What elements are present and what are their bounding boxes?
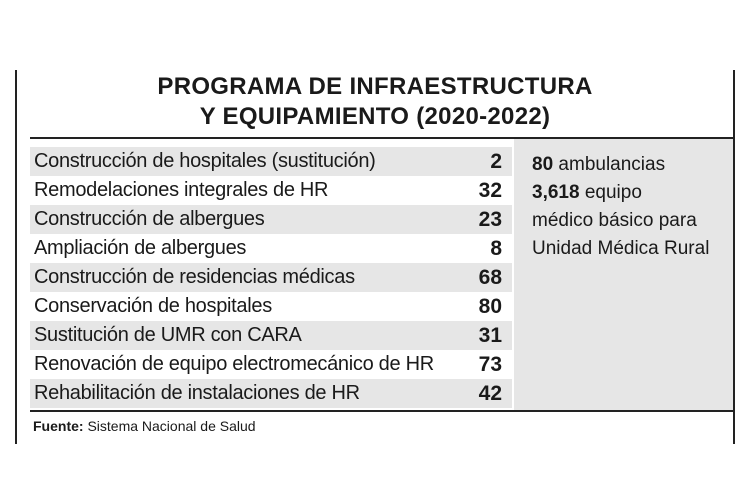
row-value: 32: [478, 179, 502, 202]
row-label: Construcción de residencias médicas: [34, 266, 355, 288]
row-value: 68: [478, 266, 502, 289]
row-label: Renovación de equipo electromecánico de …: [34, 353, 434, 375]
table-title: PROGRAMA DE INFRAESTRUCTURA Y EQUIPAMIEN…: [0, 72, 750, 132]
right-border-rule: [733, 70, 735, 444]
title-line-2: Y EQUIPAMIENTO (2020-2022): [199, 103, 551, 130]
ambulances-line: 80 ambulancias: [532, 151, 732, 179]
row-value: 80: [478, 295, 502, 318]
equipment-line-3: Unidad Médica Rural: [532, 238, 710, 259]
table-row: Remodelaciones integrales de HR 32: [30, 176, 512, 205]
ambulances-count: 80: [532, 154, 554, 175]
equipment-count: 3,618: [532, 182, 580, 203]
side-panel-text: 80 ambulancias 3,618 equipo médico básic…: [532, 151, 732, 263]
equipment-line: 3,618 equipo: [532, 179, 732, 207]
table-row: Sustitución de UMR con CARA 31: [30, 321, 512, 350]
source-note: Fuente: Sistema Nacional de Salud: [33, 418, 256, 434]
source-label: Fuente:: [33, 418, 84, 434]
table-row: Construcción de residencias médicas 68: [30, 263, 512, 292]
row-label: Sustitución de UMR con CARA: [34, 324, 302, 346]
row-value: 31: [478, 324, 502, 347]
table-row: Construcción de albergues 23: [30, 205, 512, 234]
equipment-side-panel: 80 ambulancias 3,618 equipo médico básic…: [514, 139, 733, 410]
ambulances-label: ambulancias: [553, 154, 666, 175]
table-row: Renovación de equipo electromecánico de …: [30, 350, 512, 379]
row-label: Construcción de hospitales (sustitución): [34, 150, 376, 172]
program-table: Construcción de hospitales (sustitución)…: [30, 147, 512, 408]
table-row: Conservación de hospitales 80: [30, 292, 512, 321]
row-value: 42: [478, 382, 502, 405]
row-value: 8: [490, 237, 502, 260]
table-row: Ampliación de albergues 8: [30, 234, 512, 263]
table-row: Construcción de hospitales (sustitución)…: [30, 147, 512, 176]
row-label: Remodelaciones integrales de HR: [34, 179, 329, 201]
title-line-1: PROGRAMA DE INFRAESTRUCTURA: [157, 73, 593, 100]
equipment-line-2: médico básico para: [532, 210, 697, 231]
row-value: 73: [478, 353, 502, 376]
title-divider: [30, 137, 733, 139]
row-label: Construcción de albergues: [34, 208, 265, 230]
row-value: 2: [490, 150, 502, 173]
bottom-rule: [30, 410, 733, 412]
row-value: 23: [478, 208, 502, 231]
source-text: Sistema Nacional de Salud: [83, 418, 256, 434]
row-label: Ampliación de albergues: [34, 237, 247, 259]
row-label: Rehabilitación de instalaciones de HR: [34, 382, 360, 404]
row-label: Conservación de hospitales: [34, 295, 272, 317]
equipment-label: equipo: [579, 182, 642, 203]
left-border-rule: [15, 70, 17, 444]
table-row: Rehabilitación de instalaciones de HR 42: [30, 379, 512, 408]
